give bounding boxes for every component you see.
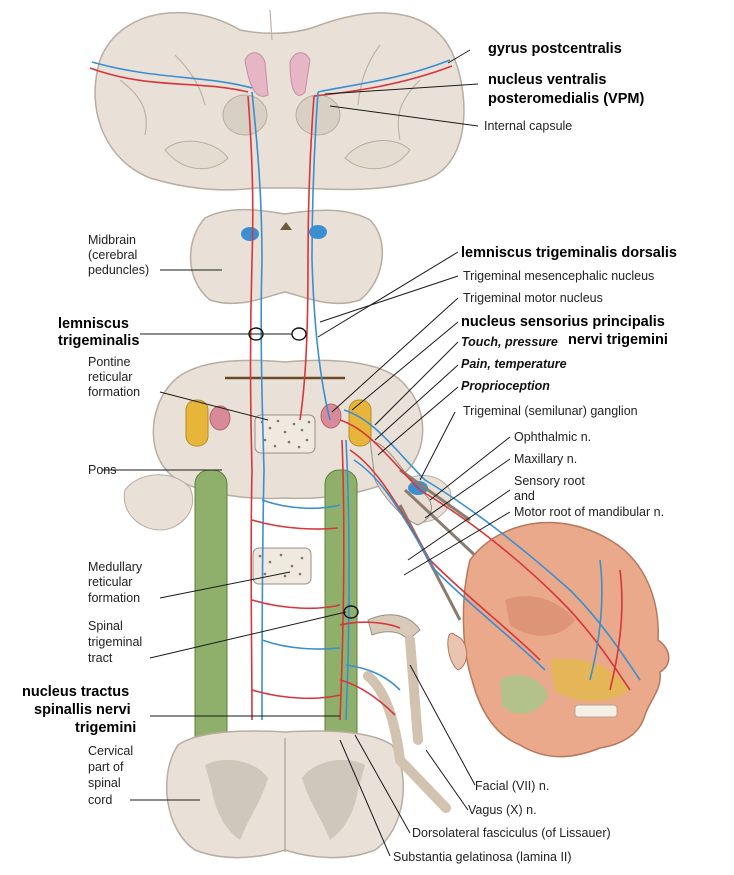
- label-midbrain-line1: Midbrain: [88, 233, 136, 247]
- label-midbrain-line3: peduncles): [88, 263, 149, 277]
- label-lemniscus-trig-line2: trigeminalis: [58, 333, 139, 349]
- label-midbrain-line2: (cerebral: [88, 248, 137, 262]
- label-spinal-tract-line3: tract: [88, 651, 113, 665]
- label-pontine-line3: formation: [88, 385, 140, 399]
- spinal-cord-section: [166, 730, 404, 859]
- label-medullary-line2: reticular: [88, 575, 132, 589]
- label-vpm-line2: posteromedialis (VPM): [488, 91, 644, 107]
- head-illustration: [447, 521, 670, 758]
- midbrain-section: [189, 208, 383, 305]
- label-spinalis-line2: spinallis nervi: [34, 702, 131, 718]
- label-medullary-line3: formation: [88, 591, 140, 605]
- label-vpm-line1: nucleus ventralis: [488, 72, 606, 88]
- label-pontine-line1: Pontine: [88, 355, 130, 369]
- label-spinalis-line3: trigemini: [75, 720, 136, 736]
- label-lemniscus-dorsalis: lemniscus trigeminalis dorsalis: [461, 245, 677, 261]
- label-pain-temperature: Pain, temperature: [461, 357, 567, 371]
- label-cervical-line4: cord: [88, 793, 112, 807]
- label-ophthalmic: Ophthalmic n.: [514, 430, 591, 444]
- label-touch-pressure: Touch, pressure: [461, 335, 558, 349]
- label-gyrus-postcentralis: gyrus postcentralis: [488, 41, 622, 57]
- label-facial: Facial (VII) n.: [475, 779, 549, 793]
- label-vagus: Vagus (X) n.: [468, 803, 537, 817]
- label-spinal-tract-line1: Spinal: [88, 619, 123, 633]
- label-sensory-root-line1: Sensory root: [514, 474, 585, 488]
- label-lissauer: Dorsolateral fasciculus (of Lissauer): [412, 826, 611, 840]
- cranial-nerve-stubs: [363, 614, 451, 813]
- label-ganglion: Trigeminal (semilunar) ganglion: [463, 404, 638, 418]
- trigeminal-nerve-bundle: [369, 439, 482, 621]
- label-internal-capsule: Internal capsule: [484, 119, 572, 133]
- label-cervical-line3: spinal: [88, 776, 121, 790]
- label-gelatinosa: Substantia gelatinosa (lamina II): [393, 850, 572, 864]
- cerebrum-section: [94, 9, 465, 191]
- label-pons: Pons: [88, 463, 117, 477]
- label-spinalis-line1: nucleus tractus: [22, 684, 129, 700]
- label-pontine-line2: reticular: [88, 370, 132, 384]
- labels: gyrus postcentralis nucleus ventralis po…: [22, 41, 677, 864]
- label-maxillary: Maxillary n.: [514, 452, 577, 466]
- label-motor-root: Motor root of mandibular n.: [514, 505, 664, 519]
- label-proprioception: Proprioception: [461, 379, 550, 393]
- label-motor-nucleus: Trigeminal motor nucleus: [463, 291, 603, 305]
- label-lemniscus-trig-line1: lemniscus: [58, 316, 129, 332]
- label-sensorius-line2: nervi trigemini: [568, 332, 668, 348]
- label-cervical-line2: part of: [88, 760, 124, 774]
- label-mesencephalic-nucleus: Trigeminal mesencephalic nucleus: [463, 269, 654, 283]
- leader-lines: [102, 49, 511, 857]
- label-cervical-line1: Cervical: [88, 744, 133, 758]
- label-sensory-root-line2: and: [514, 489, 535, 503]
- label-sensorius-line1: nucleus sensorius principalis: [461, 314, 665, 330]
- label-medullary-line1: Medullary: [88, 560, 143, 574]
- label-spinal-tract-line2: trigeminal: [88, 635, 142, 649]
